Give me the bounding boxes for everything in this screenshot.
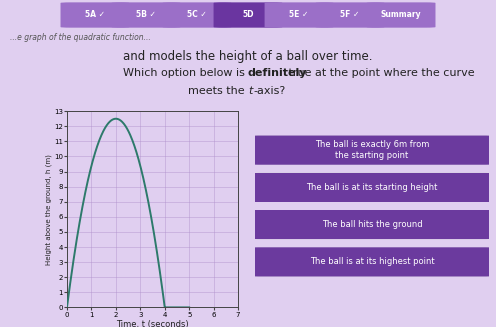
FancyBboxPatch shape [163,2,232,28]
FancyBboxPatch shape [246,210,496,240]
Text: The ball is at its highest point: The ball is at its highest point [310,257,434,267]
Text: true at the point where the curve: true at the point where the curve [285,68,475,78]
Text: ...e graph of the quadratic function...: ...e graph of the quadratic function... [10,33,151,43]
Text: 5D: 5D [242,9,254,19]
FancyBboxPatch shape [246,247,496,277]
FancyBboxPatch shape [246,172,496,202]
Text: The ball is exactly 6m from
the starting point: The ball is exactly 6m from the starting… [315,140,429,160]
Text: t: t [248,86,252,96]
X-axis label: Time, t (seconds): Time, t (seconds) [116,320,189,327]
Text: 5C ✓: 5C ✓ [187,9,207,19]
Text: The ball hits the ground: The ball hits the ground [322,220,422,229]
Text: meets the: meets the [188,86,248,96]
Text: 5E ✓: 5E ✓ [289,9,309,19]
Text: -axis?: -axis? [253,86,285,96]
Text: 5A ✓: 5A ✓ [85,9,105,19]
FancyBboxPatch shape [367,2,435,28]
Text: 5B ✓: 5B ✓ [136,9,156,19]
FancyBboxPatch shape [112,2,181,28]
Y-axis label: Height above the ground, h (m): Height above the ground, h (m) [46,154,53,265]
FancyBboxPatch shape [61,2,129,28]
FancyBboxPatch shape [214,2,282,28]
Text: Which option below is: Which option below is [123,68,248,78]
FancyBboxPatch shape [246,135,496,165]
Text: and models the height of a ball over time.: and models the height of a ball over tim… [123,50,373,63]
Text: Summary: Summary [381,9,422,19]
FancyBboxPatch shape [315,2,384,28]
Text: 5F ✓: 5F ✓ [340,9,360,19]
Text: definitely: definitely [248,68,308,78]
FancyBboxPatch shape [264,2,333,28]
Text: The ball is at its starting height: The ball is at its starting height [307,183,437,192]
